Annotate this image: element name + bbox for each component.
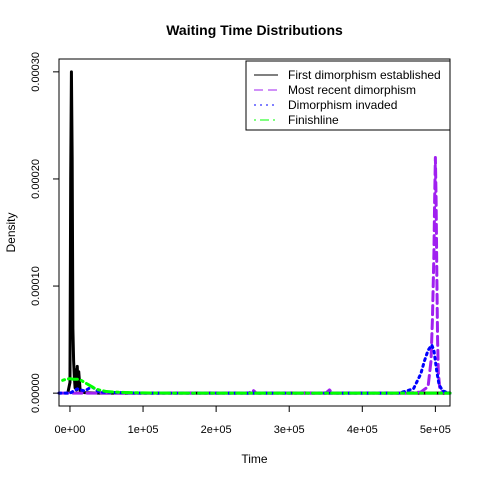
y-tick-label: 0.00030	[30, 52, 42, 92]
chart-title: Waiting Time Distributions	[166, 22, 343, 38]
x-tick-label: 3e+05	[274, 424, 305, 436]
x-axis: 0e+00 1e+05 2e+05 3e+05 4e+05 5e+05	[55, 406, 451, 436]
legend-label-1: First dimorphism established	[288, 68, 441, 82]
series-line-4	[61, 377, 452, 395]
x-tick-label: 5e+05	[420, 424, 451, 436]
y-axis: 0.00000 0.00010 0.00020 0.00030	[30, 52, 59, 413]
x-tick-label: 0e+00	[55, 424, 86, 436]
legend-box	[245, 60, 451, 131]
legend-label-2: Most recent dimorphism	[288, 83, 416, 97]
legend-label-4: Finishline	[288, 113, 339, 127]
y-tick-label: 0.00020	[30, 159, 42, 199]
y-axis-label: Density	[4, 212, 18, 252]
series-line-3	[57, 343, 452, 395]
x-tick-label: 2e+05	[201, 424, 232, 436]
x-axis-label: Time	[241, 452, 268, 466]
x-tick-label: 1e+05	[128, 424, 159, 436]
plot-frame	[58, 58, 451, 407]
y-tick-label: 0.00010	[30, 266, 42, 306]
series-layer	[57, 70, 452, 395]
y-tick-label: 0.00000	[30, 373, 42, 413]
legend-label-3: Dimorphism invaded	[288, 98, 397, 112]
x-tick-label: 4e+05	[347, 424, 378, 436]
